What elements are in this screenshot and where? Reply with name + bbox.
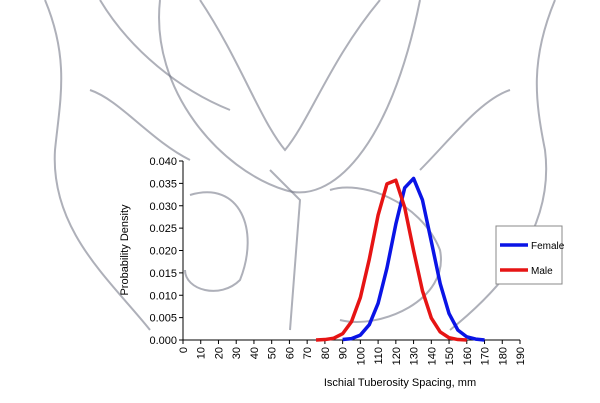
x-tick-label: 50	[267, 347, 279, 359]
line-series	[342, 176, 485, 342]
y-tick-label: 0.030	[149, 201, 177, 213]
x-tick-label: 70	[302, 347, 314, 359]
x-tick-label: 20	[213, 347, 225, 359]
x-tick-label: 80	[320, 347, 332, 359]
x-tick-label: 10	[196, 347, 208, 359]
y-tick-label: 0.020	[149, 246, 177, 258]
y-tick-label: 0.040	[149, 156, 177, 168]
x-tick-label: 90	[338, 347, 350, 359]
x-tick-label: 190	[515, 347, 527, 365]
x-tick-label: 140	[426, 347, 438, 365]
y-tick-label: 0.005	[149, 313, 177, 325]
y-tick-label: 0.000	[149, 335, 177, 347]
x-tick-label: 150	[444, 347, 456, 365]
x-tick-label: 40	[249, 347, 261, 359]
legend-label: Male	[531, 266, 553, 277]
y-tick-label: 0.035	[149, 178, 177, 190]
legend	[495, 225, 563, 285]
x-axis-title: Ischial Tuberosity Spacing, mm	[324, 377, 476, 389]
x-tick-label: 180	[497, 347, 509, 365]
line-series	[315, 178, 467, 342]
x-tick-label: 120	[391, 347, 403, 365]
x-tick-label: 100	[355, 347, 367, 365]
y-axis-title: Probability Density	[119, 204, 131, 296]
legend-label: Female	[531, 241, 565, 252]
x-tick-label: 160	[462, 347, 474, 365]
x-tick-label: 130	[409, 347, 421, 365]
x-tick-label: 0	[178, 347, 190, 353]
y-tick-label: 0.025	[149, 223, 177, 235]
pelvis-illustration	[44, 0, 556, 331]
x-tick-label: 60	[284, 347, 296, 359]
x-tick-label: 30	[231, 347, 243, 359]
x-tick-label: 170	[480, 347, 492, 365]
y-tick-label: 0.010	[149, 290, 177, 302]
x-tick-label: 110	[373, 347, 385, 365]
y-tick-label: 0.015	[149, 268, 177, 280]
